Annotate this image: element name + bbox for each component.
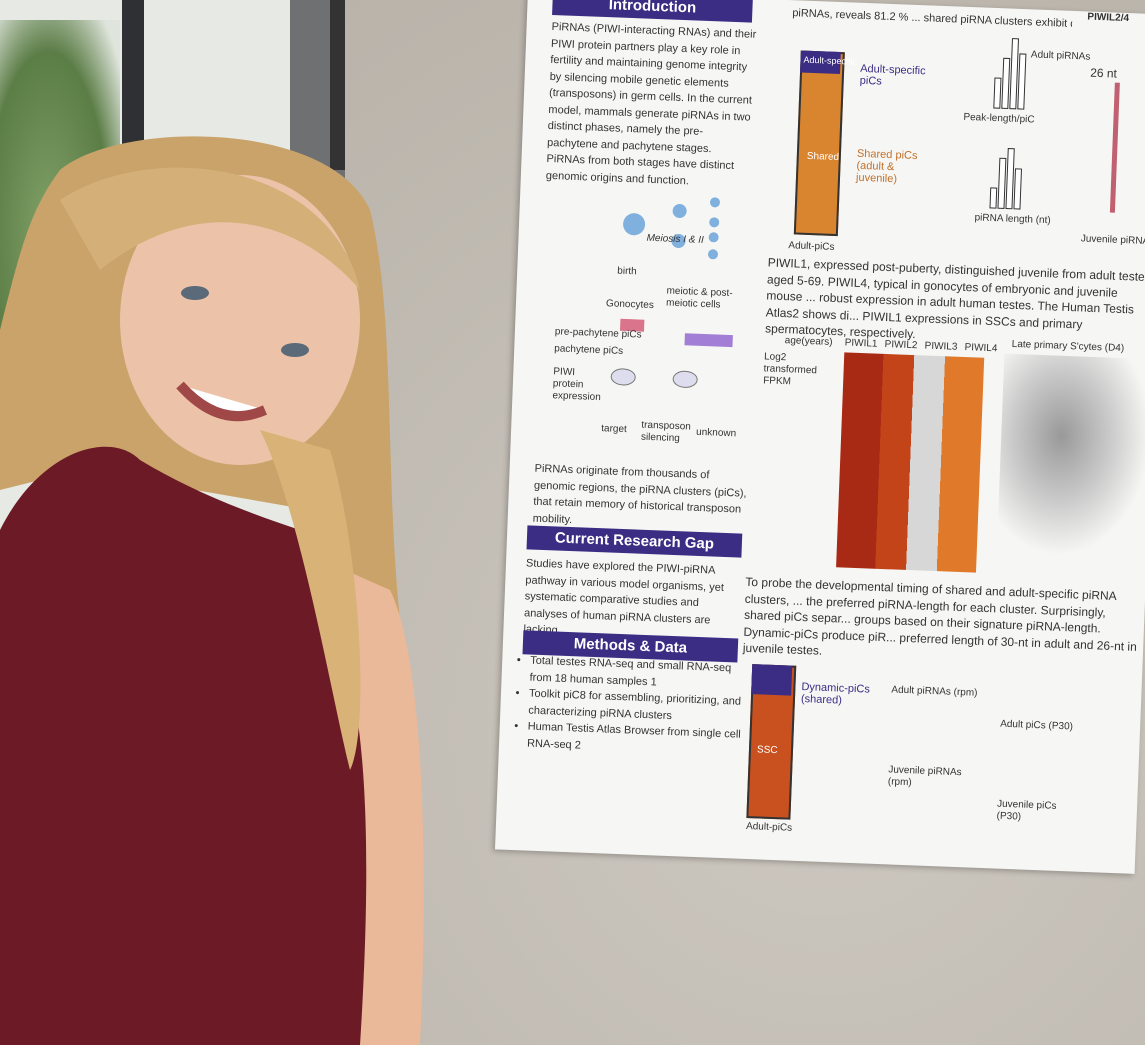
juvenile-rpm-axis-label: Juvenile piRNAs (rpm): [887, 764, 962, 789]
meiosis-label: Meiosis I & II: [646, 232, 704, 246]
axis-label: Adult-piCs: [788, 240, 835, 253]
adult-pirnas-axis-label: Adult piRNAs: [1030, 49, 1091, 63]
ssc-label: SSC: [756, 744, 778, 757]
shared-label: Shared: [806, 150, 840, 164]
juvenile-pirnas-axis-label: Juvenile piRNAs: [1080, 233, 1145, 248]
adult-specific-label: Adult-specific: [803, 54, 858, 67]
fpkm-legend-label: Log2 transformed FPKM: [762, 351, 818, 388]
face: [120, 175, 360, 465]
umap-plot: [996, 353, 1145, 560]
heatmap-col: PIWIL2: [884, 338, 918, 352]
diagram-label: pachytene piCs: [554, 343, 624, 357]
piwi-expression-label: PIWI protein expression: [552, 366, 601, 404]
age-label: age(years): [784, 335, 833, 348]
axis-label: Adult-piCs: [745, 820, 793, 834]
dynamic-pics-label: Dynamic-piCs (shared): [800, 681, 871, 707]
lifecycle-diagram: [610, 197, 733, 388]
juvenile-pics-track-label: Juvenile piCs (P30): [996, 798, 1057, 823]
adult-specific-pics-label: Adult-specific piCs: [859, 62, 926, 88]
stacked-bar-adult: [793, 50, 845, 237]
length-histograms: [989, 38, 1120, 213]
birth-label: birth: [617, 265, 637, 278]
methods-list: Total testes RNA-seq and small RNA-seq f…: [509, 652, 746, 760]
heatmap-col: PIWIL4: [964, 342, 998, 355]
shirt: [0, 446, 412, 1045]
methods-item: Human Testis Atlas Browser from single c…: [527, 719, 743, 760]
window-frame: [330, 0, 346, 170]
piwil-label: PIWIL2/4: [1087, 11, 1130, 25]
diagram-label: Gonocytes: [605, 298, 655, 312]
heatmap-col: PIWIL1: [844, 337, 878, 350]
adult-rpm-axis-label: Adult piRNAs (rpm): [891, 684, 978, 699]
diagram-label: meiotic & post-meiotic cells: [665, 285, 733, 311]
heatmap-col: PIWIL3: [924, 340, 958, 353]
probe-text: To probe the developmental timing of sha…: [742, 574, 1138, 658]
diagram-label: transposon silencing: [640, 419, 692, 445]
clusters-text: PiRNAs originate from thousands of genom…: [532, 462, 747, 526]
adult-specific-segment: [751, 664, 793, 696]
heatmap: [836, 352, 985, 573]
intro-text: PiRNAs (PIWI-interacting RNAs) and their…: [545, 20, 757, 187]
adult-pics-track-label: Adult piCs (P30): [999, 718, 1074, 733]
diagram-label: target: [601, 423, 627, 436]
diagram-label: unknown: [695, 426, 737, 440]
person: [0, 136, 424, 1045]
research-poster: Introduction PiRNAs (PIWI-interacting RN…: [494, 0, 1145, 874]
shared-pics-label: Shared piCs (adult & juvenile): [855, 147, 918, 186]
